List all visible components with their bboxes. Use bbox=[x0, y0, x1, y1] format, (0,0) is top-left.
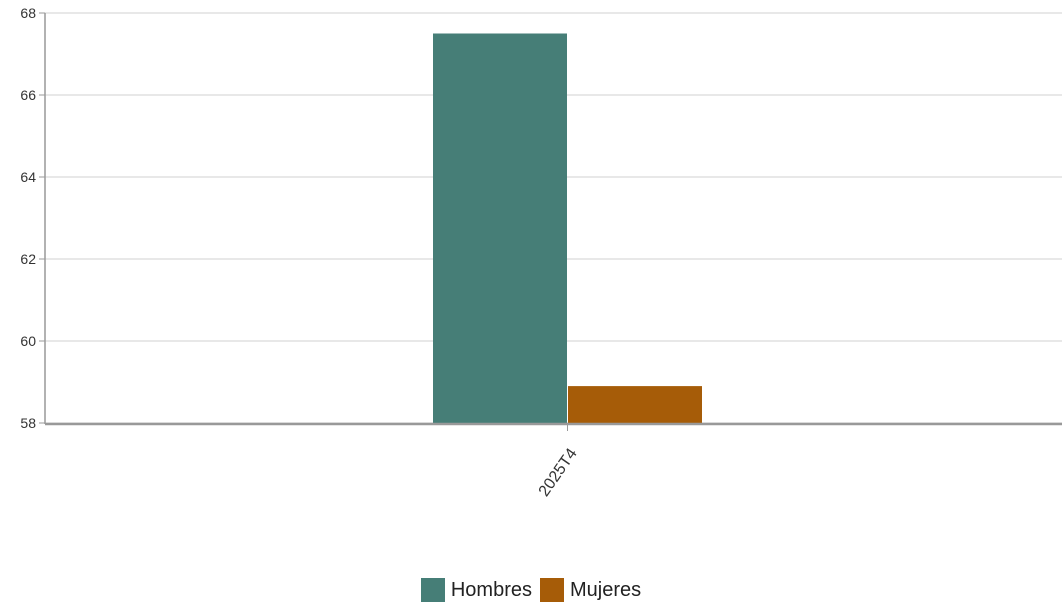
y-tick-label-60: 60 bbox=[20, 333, 36, 349]
bar-hombres-2025T4[interactable] bbox=[433, 33, 567, 424]
y-tick-label-68: 68 bbox=[20, 5, 36, 21]
y-tick-label-62: 62 bbox=[20, 251, 36, 267]
x-tick-label-2025T4: 2025T4 bbox=[536, 445, 581, 499]
y-tick-label-58: 58 bbox=[20, 415, 36, 431]
legend-item-mujeres[interactable]: Mujeres bbox=[540, 578, 641, 602]
y-tick-label-66: 66 bbox=[20, 87, 36, 103]
legend-label-mujeres: Mujeres bbox=[570, 578, 642, 601]
legend: Hombres Mujeres bbox=[0, 578, 1062, 602]
legend-label-hombres: Hombres bbox=[450, 578, 532, 601]
legend-item-hombres[interactable]: Hombres bbox=[420, 578, 532, 602]
y-tick-label-64: 64 bbox=[20, 169, 36, 185]
legend-swatch-mujeres bbox=[540, 578, 564, 602]
bar-mujeres-2025T4[interactable] bbox=[568, 386, 702, 423]
legend-swatch-hombres bbox=[420, 578, 445, 602]
bars bbox=[433, 33, 702, 424]
